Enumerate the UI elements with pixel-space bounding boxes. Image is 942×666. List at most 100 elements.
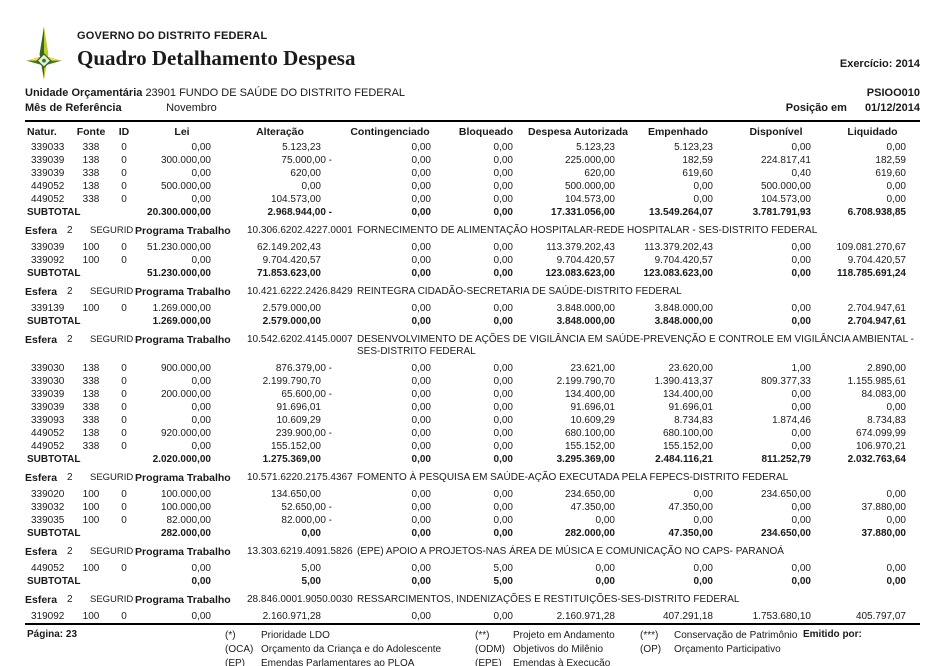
table-row: 449052 100 0 0,00 5,00 0,00 5,00 0,00 0,00 0,00 0,… [25, 562, 920, 575]
cell-value: 113.379.202,43 [644, 242, 713, 253]
cell-value: 0,00 [493, 454, 513, 465]
cell-value: 500.000,00 [160, 181, 211, 192]
header-branding: GOVERNO DO DISTRITO FEDERAL Quadro Detal… [25, 24, 355, 80]
cell-value: 0,00 [493, 268, 513, 279]
section-header-row: Esfera 2 SEGURID Programa Trabalho 10.571.62… [25, 467, 920, 488]
cell-fonte: 100 [82, 502, 100, 513]
report-header: GOVERNO DO DISTRITO FEDERAL Quadro Detal… [25, 24, 920, 80]
cell-value: 0,00 [493, 316, 513, 327]
cell-value: 104.573,00 [564, 194, 615, 205]
section-header-row: Esfera 2 SEGURID Programa Trabalho 10.542.62… [25, 329, 920, 362]
column-header-row: Natur. Fonte ID Lei Alteração Contingenciado B… [25, 124, 920, 141]
report-title: Quadro Detalhamento Despesa [77, 46, 356, 70]
cell-value: 3.848.000,00 [654, 316, 713, 327]
cell-value: 155.152,00 [564, 441, 615, 452]
column-header: Fonte [76, 126, 106, 138]
cell-value: 5,00 [301, 563, 321, 574]
cell-value: 0,00 [886, 402, 906, 413]
cell-value: 3.295.369,00 [556, 454, 615, 465]
esfera-sphere: SEGURID [90, 594, 134, 605]
mes-referencia-value: Novembro [166, 102, 217, 114]
cell-value: 62.149.202,43 [257, 242, 321, 253]
table-row: 339039 100 0 51.230.000,00 62.149.202,43 0,00… [25, 241, 920, 254]
cell-id: 0 [121, 563, 127, 574]
cell-value: 10.609,29 [276, 415, 322, 426]
cell-value: 0,00 [886, 181, 906, 192]
cell-value: 0,00 [791, 515, 811, 526]
cell-value: 20.300.000,00 [147, 207, 211, 218]
cell-value: 0,00 [301, 181, 321, 192]
table-header: Natur. Fonte ID Lei Alteração Contingenciado B… [25, 124, 920, 141]
cell-value: 225.000,00 [564, 155, 615, 166]
cell-fonte: 138 [82, 155, 100, 166]
cell-natureza: 449052 [31, 181, 65, 192]
cell-value: 106.970,21 [855, 441, 906, 452]
subtotal-row: SUBTOTAL 51.230.000,00 71.853.623,00 0,00 0,… [25, 267, 920, 281]
cell-value: 17.331.056,00 [551, 207, 615, 218]
cell-value: 2.020.000,00 [152, 454, 211, 465]
subtotal-label: SUBTOTAL [27, 576, 81, 587]
cell-value: 1.874,46 [772, 415, 811, 426]
cell-natureza: 319092 [31, 611, 65, 622]
cell-fonte: 338 [82, 441, 100, 452]
cell-value: 0,00 [411, 155, 431, 166]
cell-value: 104.573,00 [760, 194, 811, 205]
pagina-value: 23 [65, 629, 78, 640]
cell-value: 0,00 [493, 402, 513, 413]
column-header: ID [118, 126, 130, 138]
cell-value: 9.704.420,57 [654, 255, 713, 266]
expense-detail-table: Natur. Fonte ID Lei Alteração Contingenciado B… [25, 124, 920, 623]
cell-value: 134.400,00 [662, 389, 713, 400]
cell-value: 0,00 [886, 489, 906, 500]
page-number: Página: 23 [25, 629, 225, 666]
cell-value: 0,00 [791, 255, 811, 266]
section-header-line: Esfera 2 SEGURID Programa Trabalho 10.306.62… [25, 225, 920, 237]
cell-value: 405.797,07 [855, 611, 906, 622]
cell-value: 6.708.938,85 [847, 207, 906, 218]
exercicio-value: 2014 [895, 58, 920, 70]
cell-value: 0,00 [493, 376, 513, 387]
table-row: 339020 100 0 100.000,00 134.650,00 0,00 0,00 23… [25, 488, 920, 501]
legend-text: Objetivos do Milênio [513, 644, 604, 655]
cell-value: 52.650,00 - [281, 502, 332, 513]
report-meta: Unidade Orçamentária 23901 FUNDO DE SAÚD… [25, 86, 920, 116]
cell-value: 0,00 [493, 528, 513, 539]
cell-value: 134.400,00 [564, 389, 615, 400]
cell-value: 8.734,83 [867, 415, 906, 426]
cell-value: 234.650,00 [760, 528, 811, 539]
cell-value: 109.081.270,67 [836, 242, 906, 253]
table-row: 449052 138 0 500.000,00 0,00 0,00 0,00 500.000,… [25, 180, 920, 193]
cell-value: 0,00 [411, 515, 431, 526]
section-header-cell: Esfera 2 SEGURID Programa Trabalho 10.571.62… [25, 467, 920, 488]
cell-value: 1.390.413,37 [654, 376, 713, 387]
cell-id: 0 [121, 155, 127, 166]
cell-value: 104.573,00 [270, 194, 321, 205]
legend-text: Prioridade LDO [261, 630, 330, 641]
programa-trabalho-label: Programa Trabalho [135, 286, 231, 298]
cell-value: 0,00 [886, 194, 906, 205]
section-header-row: Esfera 2 SEGURID Programa Trabalho 10.306.62… [25, 220, 920, 241]
section-header-line: Esfera 2 SEGURID Programa Trabalho 10.571.62… [25, 472, 920, 484]
cell-value: 920.000,00 [160, 428, 211, 439]
emitido-por-label: Emitido por: [803, 629, 862, 640]
cell-fonte: 338 [82, 415, 100, 426]
cell-id: 0 [121, 428, 127, 439]
table-row: 339039 138 0 300.000,00 75.000,00 - 0,00 0,00 2… [25, 154, 920, 167]
government-name: GOVERNO DO DISTRITO FEDERAL [77, 30, 268, 42]
cell-value: 2.199.790,70 [556, 376, 615, 387]
pagina-label: Página: [27, 629, 64, 640]
cell-value: 3.781.791,93 [752, 207, 811, 218]
cell-value: 0,00 [693, 515, 713, 526]
cell-value: 224.817,41 [760, 155, 811, 166]
cell-value: 9.704.420,57 [847, 255, 906, 266]
cell-value: 47.350,00 [668, 528, 714, 539]
cell-value: 51.230.000,00 [147, 242, 211, 253]
cell-natureza: 339033 [31, 142, 65, 153]
esfera-value: 2 [67, 472, 73, 483]
cell-natureza: 449052 [31, 428, 65, 439]
esfera-value: 2 [67, 594, 73, 605]
cell-value: 100.000,00 [160, 489, 211, 500]
programa-trabalho-code: 10.571.6220.2175.4367 [247, 472, 353, 483]
programa-trabalho-descricao: REINTEGRA CIDADÃO-SECRETARIA DE SAÚDE-DI… [357, 286, 682, 297]
